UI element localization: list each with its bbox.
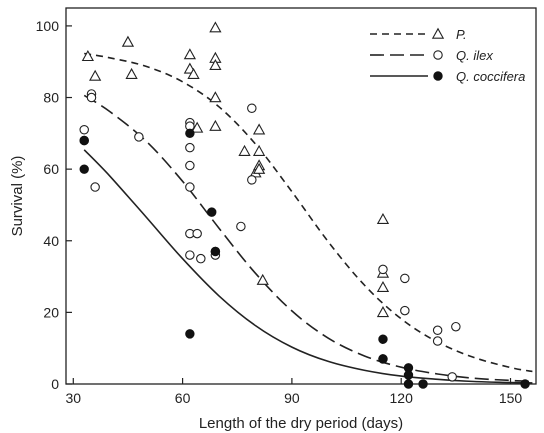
point-series-0 <box>191 121 204 133</box>
point-series-1 <box>400 273 410 284</box>
y-tick-label: 100 <box>36 18 60 34</box>
legend-marker <box>433 71 443 81</box>
point-series-0 <box>121 35 135 47</box>
x-tick-label: 30 <box>65 390 81 406</box>
point-series-0 <box>376 212 390 224</box>
point-series-2 <box>403 379 414 389</box>
legend-label: Q. coccifera <box>456 69 525 84</box>
point-series-1 <box>185 142 195 153</box>
x-axis: 30 60 90 120 150 <box>65 378 522 406</box>
point-series-1 <box>247 175 257 185</box>
point-series-0 <box>256 273 269 285</box>
point-series-0 <box>252 144 266 156</box>
y-tick-label: 0 <box>51 376 59 392</box>
point-series-1 <box>378 264 388 275</box>
legend-marker <box>433 50 443 60</box>
point-series-1 <box>90 182 100 192</box>
point-series-0 <box>252 162 266 174</box>
y-axis: 0 20 40 60 80 100 <box>36 18 72 392</box>
point-series-0 <box>209 58 222 71</box>
point-series-1 <box>447 372 457 382</box>
point-series-2 <box>378 354 388 364</box>
plot-area: 30 60 90 120 150 0 20 40 60 80 100 <box>36 7 537 406</box>
point-series-2 <box>210 246 221 257</box>
point-series-0 <box>376 280 390 293</box>
point-series-1 <box>247 103 257 114</box>
point-series-2 <box>185 329 195 339</box>
point-series-1 <box>79 125 89 135</box>
x-tick-label: 90 <box>284 390 300 406</box>
point-series-1 <box>86 92 97 103</box>
point-series-1 <box>432 325 443 336</box>
point-series-2 <box>79 135 89 146</box>
point-series-2 <box>79 164 89 174</box>
point-series-1 <box>451 321 461 332</box>
legend-marker <box>431 27 445 39</box>
point-series-1 <box>400 305 410 316</box>
point-series-2 <box>520 379 530 389</box>
point-series-1 <box>192 228 202 239</box>
y-tick-label: 20 <box>43 304 59 320</box>
point-series-2 <box>418 379 428 389</box>
point-series-2 <box>403 370 414 380</box>
point-series-0 <box>209 91 222 103</box>
point-series-1 <box>185 160 195 171</box>
curve-series-2 <box>83 149 533 384</box>
y-axis-label: Survival (%) <box>9 156 26 237</box>
data-points <box>79 21 530 389</box>
point-series-1 <box>185 250 195 260</box>
point-series-0 <box>187 67 200 79</box>
x-axis-label: Length of the dry period (days) <box>199 415 403 432</box>
point-series-1 <box>196 253 206 264</box>
point-series-0 <box>183 48 197 60</box>
point-series-1 <box>236 221 246 232</box>
legend-label: P. <box>456 27 467 42</box>
point-series-0 <box>81 50 94 62</box>
y-tick-label: 40 <box>43 233 59 249</box>
x-tick-label: 120 <box>390 390 414 406</box>
point-series-1 <box>432 336 443 346</box>
point-series-2 <box>378 334 388 344</box>
point-series-0 <box>89 69 102 81</box>
x-tick-label: 150 <box>499 390 523 406</box>
curve-series-0 <box>84 52 533 373</box>
point-series-0 <box>376 306 390 318</box>
y-tick-label: 80 <box>43 90 59 106</box>
legend-label: Q. ilex <box>456 48 493 63</box>
y-tick-label: 60 <box>43 161 59 177</box>
point-series-1 <box>185 182 195 192</box>
point-series-0 <box>125 67 138 79</box>
fitted-curves <box>83 52 533 384</box>
point-series-0 <box>209 21 222 33</box>
point-series-1 <box>134 132 144 142</box>
curve-series-1 <box>83 94 533 383</box>
x-tick-label: 60 <box>175 390 191 406</box>
point-series-0 <box>209 119 222 131</box>
point-series-0 <box>252 123 266 135</box>
point-series-2 <box>185 128 195 139</box>
legend: P. Q. ilex Q. coccifera <box>370 27 525 84</box>
plot-frame <box>65 7 537 385</box>
point-series-0 <box>238 144 251 156</box>
point-series-2 <box>207 207 217 217</box>
